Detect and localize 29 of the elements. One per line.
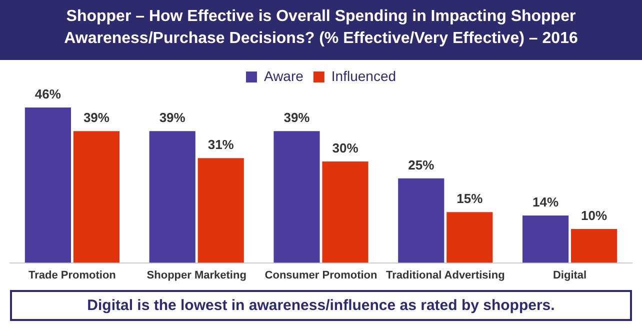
bar xyxy=(398,178,444,263)
data-label: 39% xyxy=(159,110,186,126)
bar xyxy=(24,108,71,263)
x-tick-label: Consumer Promotion xyxy=(264,269,378,282)
data-label: 15% xyxy=(456,191,484,206)
bar xyxy=(522,216,569,263)
data-label: 39% xyxy=(83,110,110,126)
text: Digital is the lowest in awareness/influence as rated by shoppers. xyxy=(10,290,632,321)
bar xyxy=(73,131,120,263)
data-label: 46% xyxy=(34,86,62,102)
bar xyxy=(198,158,244,263)
legend-label: Influenced xyxy=(331,68,396,84)
data-label: 10% xyxy=(581,208,608,224)
bar xyxy=(446,212,493,263)
chart-title: Shopper – How Effective is Overall Spending in Impacting Shopper Awareness/Purchase Decisions? (% Effective/Very Effective) – 2016 xyxy=(0,0,642,60)
data-label: 14% xyxy=(532,194,559,210)
data-label: 30% xyxy=(332,140,359,156)
data-label: 25% xyxy=(408,157,435,172)
data-label: 31% xyxy=(208,137,234,152)
bar xyxy=(274,131,320,263)
x-tick-label: Traditional Advertising xyxy=(386,269,505,282)
bar xyxy=(571,229,618,263)
x-tick-label: Digital xyxy=(552,269,587,282)
x-tick-label: Shopper Marketing xyxy=(146,269,246,282)
bar xyxy=(149,131,196,263)
data-label: 39% xyxy=(284,110,310,126)
x-tick-label: Trade Promotion xyxy=(28,269,116,282)
bar xyxy=(322,162,368,263)
legend-label: Aware xyxy=(264,68,304,84)
